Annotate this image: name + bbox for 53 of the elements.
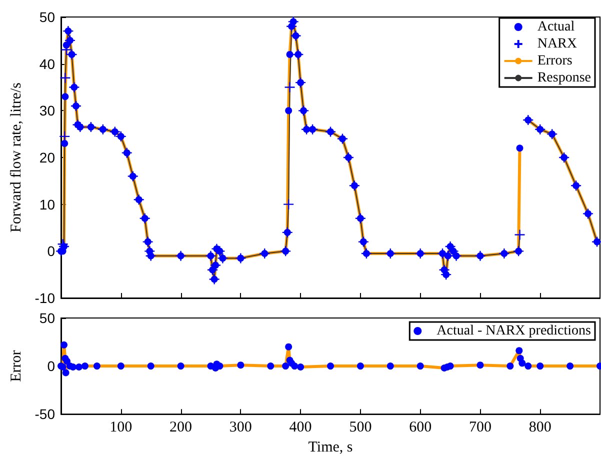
y-tick-label: 10 — [39, 196, 56, 212]
point — [93, 362, 100, 370]
y-tick-label: 0 — [47, 358, 56, 374]
legend-label: Actual - NARX predictions — [436, 324, 592, 338]
point — [516, 347, 523, 354]
y-axis-title: Forward flow rate, litre/s — [8, 82, 24, 232]
point — [63, 358, 70, 365]
y-tick-label: 50 — [39, 9, 56, 25]
point — [566, 362, 574, 370]
point — [291, 362, 298, 370]
x-tick-label: 300 — [229, 420, 252, 436]
y-tick-label: 50 — [39, 310, 56, 326]
x-axis-title: Time, s — [308, 440, 353, 456]
point — [282, 362, 290, 370]
point — [117, 362, 124, 370]
point — [147, 362, 154, 370]
y-tick-label: 0 — [47, 243, 56, 260]
point — [536, 362, 544, 370]
y-tick-label: 20 — [39, 150, 56, 166]
point — [524, 362, 532, 370]
point — [285, 343, 292, 350]
point — [75, 364, 82, 371]
x-tick-label: 600 — [409, 420, 432, 436]
point — [62, 369, 70, 376]
x-tick-label: 700 — [468, 420, 492, 436]
x-tick-label: 200 — [170, 420, 192, 436]
point — [327, 362, 334, 370]
x-tick-label: 100 — [110, 420, 132, 436]
legend-label: Errors — [537, 54, 572, 68]
x-tick-label: 800 — [528, 420, 552, 436]
legend-label: NARX — [537, 36, 578, 52]
point — [506, 362, 514, 370]
point — [446, 362, 454, 370]
point — [297, 364, 304, 371]
point — [476, 362, 484, 369]
y-tick-label: 40 — [39, 56, 56, 72]
legend-label: Actual — [537, 20, 575, 34]
x-tick-label: 500 — [349, 420, 372, 436]
point — [237, 362, 244, 369]
y-axis-title: Error — [8, 350, 24, 382]
point — [386, 362, 394, 370]
point — [518, 360, 526, 367]
legend-label: Response — [537, 70, 592, 86]
x-tick-label: 400 — [289, 420, 312, 436]
point — [177, 362, 184, 370]
point — [267, 362, 274, 370]
y-tick-label: -10 — [34, 290, 56, 306]
y-tick-label: -50 — [34, 406, 56, 422]
point — [356, 362, 364, 370]
point — [416, 362, 424, 370]
y-tick-label: 30 — [39, 102, 56, 119]
point — [60, 341, 68, 348]
point — [81, 362, 88, 370]
